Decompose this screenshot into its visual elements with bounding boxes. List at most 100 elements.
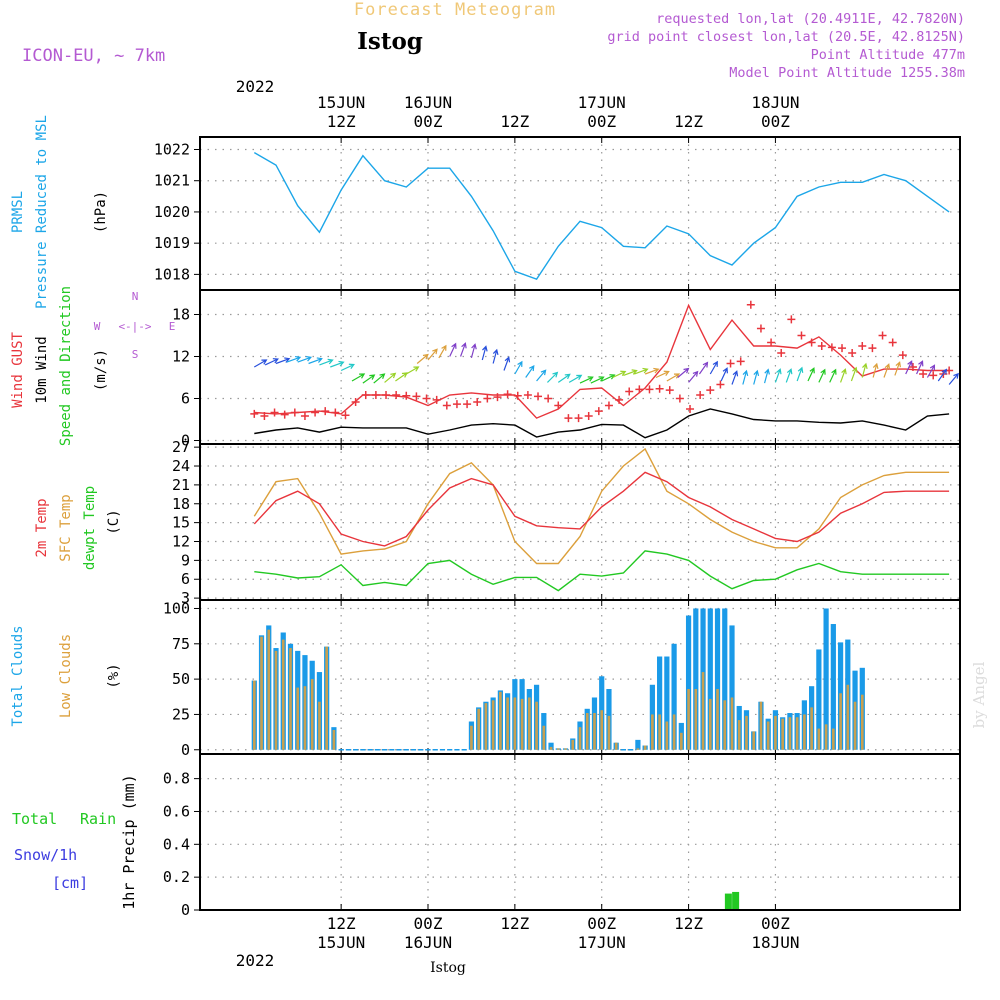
wind-direction-arrow (286, 355, 302, 363)
gust-marker (594, 407, 603, 416)
top-hour-label: 00Z (587, 112, 616, 131)
wind-direction-arrow (818, 368, 826, 383)
temp-ytick-label: 18 (172, 495, 190, 513)
pressure-ytick-label: 1018 (154, 265, 190, 283)
low-cloud-bar (832, 728, 835, 750)
wind-ytick-label: 18 (172, 306, 190, 324)
wind-direction-arrow (763, 368, 770, 384)
gust-marker (422, 394, 431, 403)
clouds-ytick-label: 50 (172, 670, 190, 688)
low-cloud-bar (506, 697, 509, 750)
gust-marker (432, 395, 441, 404)
precip-unit: 1hr Precip (mm) (120, 774, 138, 909)
rain-bar (724, 893, 732, 910)
low-cloud-bar (491, 700, 495, 750)
gust-marker (615, 395, 624, 404)
wind-direction-arrow (785, 368, 793, 383)
pressure-ytick-label: 1020 (154, 203, 190, 221)
gust-marker (392, 391, 401, 399)
wind-direction-arrow (547, 371, 559, 383)
product-title: Forecast Meteogram (354, 0, 556, 20)
credit-watermark: by Angel (970, 661, 988, 728)
bottom-date-label: 15JUN (317, 933, 365, 952)
wind-direction-arrow (698, 361, 709, 375)
wind-unit: (m/s) (93, 349, 109, 391)
low-cloud-bar (585, 713, 589, 750)
total-cloud-bar (664, 656, 670, 750)
pressure-line (253, 151, 950, 280)
low-cloud-bar (665, 721, 669, 750)
gust-marker (888, 338, 897, 347)
total-cloud-bar (823, 608, 829, 750)
wind-direction-arrow (427, 348, 438, 361)
precip-ytick-label: 0.8 (163, 770, 190, 788)
low-cloud-bar (680, 732, 683, 750)
low-cloud-bar (614, 742, 618, 750)
precip-ytick-label: 0.2 (163, 868, 190, 886)
gust-marker (908, 363, 917, 371)
clouds-ytick-label: 100 (163, 599, 190, 617)
gust-marker (604, 401, 613, 410)
low-cloud-bar (708, 698, 712, 750)
gust-marker (686, 405, 695, 413)
wind-direction-arrow (395, 372, 408, 382)
precip-ytick-label: 0.6 (163, 802, 190, 820)
top-date-label: 16JUN (404, 93, 452, 112)
wind-direction-arrow (894, 361, 901, 376)
gust-marker (858, 342, 867, 350)
gust-marker (726, 359, 735, 368)
low-cloud-bar (332, 729, 336, 750)
top-year: 2022 (236, 77, 275, 96)
gust-marker (300, 412, 309, 420)
precip-panel: 0 0.2 0.4 0.6 0.8 (163, 754, 960, 919)
low-cloud-bar (687, 689, 690, 750)
wind-direction-arrow (948, 372, 959, 385)
low-cloud-bar (470, 725, 473, 750)
total-cloud-bar (635, 739, 641, 750)
gust-marker (777, 349, 786, 357)
temp-ytick-label: 6 (181, 570, 190, 588)
temp-ytick-label: 12 (172, 533, 190, 551)
total-cloud-bar (548, 742, 554, 750)
low-cloud-bar (672, 714, 676, 750)
top-date-label: 18JUN (751, 93, 799, 112)
clouds-label-total: Total Clouds (10, 625, 26, 726)
sfc-temp-line (253, 447, 950, 565)
gust-marker (351, 398, 360, 406)
clouds-ytick-label: 75 (172, 635, 190, 653)
low-cloud-bar (795, 717, 799, 750)
low-cloud-bar (810, 707, 813, 750)
low-cloud-bar (643, 745, 647, 750)
bottom-hour-label: 12Z (327, 914, 356, 933)
bottom-hour-label: 00Z (414, 914, 443, 933)
gust-marker (838, 344, 847, 353)
pressure-ytick-label: 1021 (154, 172, 190, 190)
low-cloud-bar (520, 698, 524, 750)
clouds-ytick-label: 0 (181, 741, 190, 759)
gust-line (254, 303, 950, 419)
low-cloud-bar (267, 629, 271, 750)
wind-direction-arrow (774, 368, 782, 383)
wind-direction-arrow (536, 369, 547, 382)
gust-marker (574, 414, 583, 423)
low-cloud-bar (839, 693, 842, 750)
low-cloud-bar (745, 715, 748, 750)
wind-direction-arrow (470, 343, 477, 359)
top-hour-label: 12Z (674, 112, 703, 131)
wind-direction-arrow (275, 357, 291, 365)
wind-direction-arrow (481, 345, 488, 361)
compass-w: W (94, 320, 101, 333)
wind-direction-arrow (340, 363, 355, 372)
total-cloud-bar (722, 608, 728, 750)
wind-direction-arrow (796, 366, 804, 382)
wind-direction-arrow (590, 376, 605, 384)
wind-direction-arrow (850, 366, 858, 382)
gust-marker (311, 408, 320, 417)
gust-marker (767, 338, 776, 347)
low-cloud-bar (600, 710, 604, 750)
wind-direction-arrow (373, 373, 386, 384)
low-cloud-bar (694, 689, 698, 750)
location-title: Istog (357, 28, 423, 55)
